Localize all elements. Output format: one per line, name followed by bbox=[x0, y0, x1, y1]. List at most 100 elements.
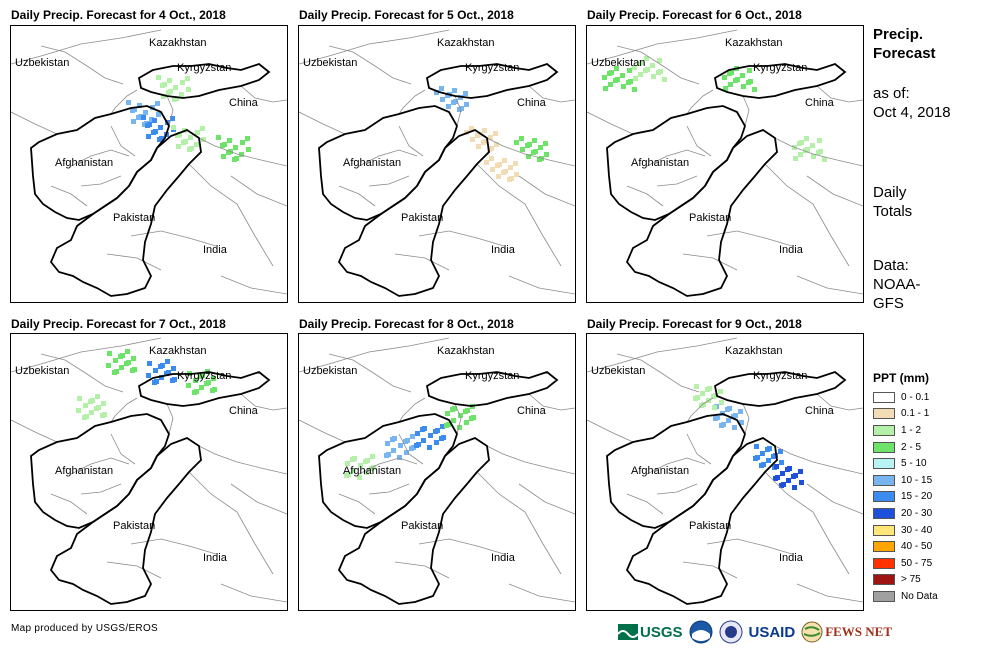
precip-cell bbox=[192, 390, 197, 395]
country-label-kazakhstan: Kazakhstan bbox=[725, 345, 782, 357]
legend-swatch bbox=[873, 574, 895, 586]
precip-cell bbox=[752, 87, 757, 92]
precip-cell bbox=[722, 75, 727, 80]
precip-cell bbox=[179, 92, 184, 97]
admin-boundary bbox=[616, 45, 700, 85]
side-asof-line2: Oct 4, 2018 bbox=[873, 104, 951, 121]
precip-cell bbox=[496, 174, 501, 179]
map-panel-1: Kazakhstan Uzbekistan Kyrgyzstan China Afgha… bbox=[10, 25, 288, 303]
admin-boundary bbox=[816, 85, 863, 103]
precip-cell bbox=[445, 93, 450, 98]
precip-cell bbox=[106, 363, 111, 368]
admin-boundary bbox=[50, 185, 88, 207]
precip-cell bbox=[694, 384, 699, 389]
country-label-uzbekistan: Uzbekistan bbox=[303, 365, 357, 377]
country-label-china: China bbox=[517, 97, 547, 109]
country-label-uzbekistan: Uzbekistan bbox=[15, 365, 69, 377]
fewsnet-globe-icon bbox=[801, 621, 823, 643]
precip-cell bbox=[457, 425, 462, 430]
country-border bbox=[337, 128, 490, 297]
admin-boundary bbox=[220, 275, 287, 295]
country-label-pakistan: Pakistan bbox=[689, 212, 731, 224]
precip-cell bbox=[727, 71, 732, 76]
country-label-uzbekistan: Uzbekistan bbox=[591, 57, 645, 69]
admin-boundary bbox=[11, 111, 58, 135]
admin-boundary bbox=[686, 433, 712, 465]
country-label-china: China bbox=[229, 405, 259, 417]
side-daily-line1: Daily bbox=[873, 184, 907, 201]
admin-boundary bbox=[130, 538, 217, 555]
country-label-india: India bbox=[779, 552, 804, 564]
precip-cell bbox=[507, 177, 512, 182]
country-border bbox=[713, 62, 847, 99]
legend-swatch bbox=[873, 524, 895, 536]
precip-cell bbox=[759, 463, 764, 468]
precip-cell bbox=[779, 483, 784, 488]
precip-cell bbox=[125, 349, 130, 354]
side-daily-line2: Totals bbox=[873, 203, 913, 220]
precip-cell bbox=[537, 157, 542, 162]
precip-cell bbox=[165, 359, 170, 364]
legend-item: 0 - 0.1 bbox=[873, 389, 938, 406]
precip-cell bbox=[532, 138, 537, 143]
precip-cell bbox=[489, 156, 494, 161]
admin-boundary bbox=[230, 483, 287, 515]
precip-cell bbox=[501, 170, 506, 175]
fewsnet-logo: FEWS NET bbox=[801, 620, 892, 644]
legend-item: No Data bbox=[873, 588, 938, 605]
precip-cell bbox=[476, 144, 481, 149]
precip-cell bbox=[602, 75, 607, 80]
admin-boundary bbox=[508, 583, 575, 603]
precip-cell bbox=[89, 410, 94, 415]
precip-cell bbox=[514, 172, 519, 177]
precip-cell bbox=[131, 356, 136, 361]
panel-title-5: Daily Precip. Forecast for 8 Oct., 2018 bbox=[299, 317, 514, 331]
precip-cell bbox=[705, 387, 710, 392]
map-credit: Map produced by USGS/EROS bbox=[11, 623, 159, 634]
admin-boundary bbox=[646, 149, 706, 167]
precip-cell bbox=[194, 142, 199, 147]
precip-cell bbox=[94, 406, 99, 411]
precip-cell bbox=[428, 433, 433, 438]
precip-cell bbox=[82, 415, 87, 420]
precip-cell bbox=[608, 82, 613, 87]
legend-item: 30 - 40 bbox=[873, 522, 938, 539]
legend-label: 0 - 0.1 bbox=[901, 391, 930, 403]
precip-cell bbox=[754, 444, 759, 449]
precip-cell bbox=[151, 130, 156, 135]
legend-item: 20 - 30 bbox=[873, 505, 938, 522]
precip-cell bbox=[738, 409, 743, 414]
legend-label: 20 - 30 bbox=[901, 507, 933, 519]
precip-cell bbox=[171, 125, 176, 130]
precip-cell bbox=[638, 72, 643, 77]
country-label-china: China bbox=[805, 405, 835, 417]
precip-cell bbox=[158, 125, 163, 130]
country-border bbox=[49, 128, 202, 297]
admin-boundary bbox=[682, 561, 738, 579]
precip-cell bbox=[779, 460, 784, 465]
precip-cell bbox=[204, 381, 209, 386]
legend-item: 0.1 - 1 bbox=[873, 406, 938, 423]
precip-cell bbox=[246, 147, 251, 152]
precip-cell bbox=[490, 167, 495, 172]
side-title-line2: Forecast bbox=[873, 45, 936, 62]
precip-cell bbox=[531, 150, 536, 155]
map-panel-5: Kazakhstan Uzbekistan Kyrgyzstan China Afgha… bbox=[298, 333, 576, 611]
precip-cell bbox=[773, 476, 778, 481]
admin-boundary bbox=[166, 403, 174, 435]
precip-cell bbox=[816, 150, 821, 155]
panel-title-1: Daily Precip. Forecast for 4 Oct., 2018 bbox=[11, 8, 226, 22]
precip-cell bbox=[651, 74, 656, 79]
country-label-pakistan: Pakistan bbox=[401, 212, 443, 224]
precip-cell bbox=[199, 385, 204, 390]
country-border bbox=[625, 128, 778, 297]
legend-swatch bbox=[873, 408, 895, 420]
usaid-logo-text: USAID bbox=[748, 623, 796, 641]
country-label-china: China bbox=[517, 405, 547, 417]
precip-cell bbox=[543, 141, 548, 146]
country-label-india: India bbox=[491, 552, 516, 564]
admin-boundary bbox=[587, 111, 634, 135]
precip-cell bbox=[152, 118, 157, 123]
country-label-china: China bbox=[229, 97, 259, 109]
precip-cell bbox=[226, 150, 231, 155]
